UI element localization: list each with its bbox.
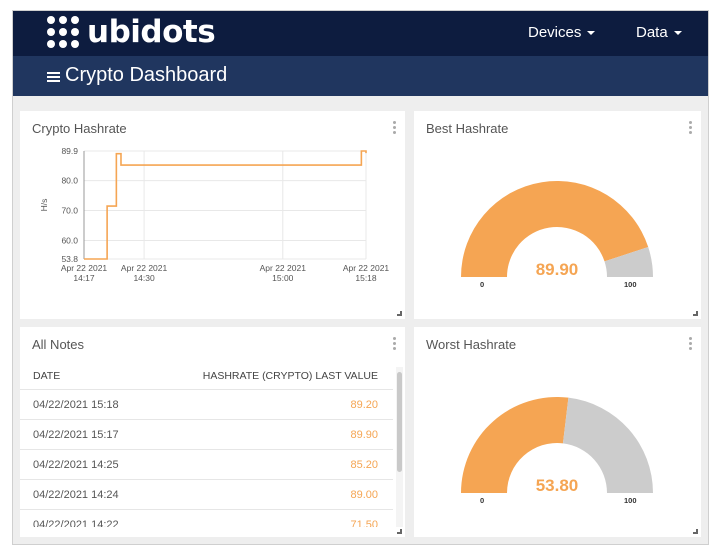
row-value: 71.50	[350, 519, 378, 527]
best-hashrate-widget: Best Hashrate 89.90 0 100	[414, 111, 701, 319]
x-tick-label: Apr 22 2021 14:17	[61, 263, 108, 283]
gauge-max-label: 100	[624, 496, 637, 505]
y-tick-label: 53.8	[61, 254, 78, 264]
widget-options-icon[interactable]	[689, 337, 693, 350]
logo-dots-icon	[47, 16, 79, 48]
table-row: 04/22/2021 14:25 85.20	[20, 450, 393, 480]
widget-title: Best Hashrate	[426, 121, 509, 136]
hashrate-series-line	[84, 150, 367, 260]
app-window: ubidots Devices Data Crypto Dashboard Cr…	[12, 10, 709, 545]
row-value: 89.00	[350, 489, 378, 501]
row-date: 04/22/2021 15:17	[33, 429, 119, 441]
widget-title: All Notes	[32, 337, 85, 352]
caret-down-icon	[587, 30, 596, 35]
column-header-date[interactable]: DATE	[33, 370, 61, 382]
gauge-value: 53.80	[535, 476, 579, 495]
y-axis-label: H/s	[39, 199, 49, 212]
gauge-min-label: 0	[480, 280, 485, 289]
y-tick-label: 80.0	[61, 176, 78, 186]
gauge-min-label: 0	[480, 496, 485, 505]
resize-handle-icon[interactable]	[397, 529, 402, 534]
hashrate-chart-widget: Crypto Hashrate 89.9 80.0 70.0 60.0 53.8 H/s A…	[20, 111, 405, 319]
notes-table-body: 04/22/2021 15:18 89.20 04/22/2021 15:17 …	[20, 390, 393, 527]
table-row: 04/22/2021 14:24 89.00	[20, 480, 393, 510]
ubidots-logo[interactable]: ubidots	[47, 14, 216, 50]
gauge-value-arc	[461, 397, 569, 493]
widget-title: Worst Hashrate	[426, 337, 517, 352]
data-menu-label: Data	[636, 24, 668, 41]
gauge-track-arc	[562, 397, 653, 493]
gauge-track-arc	[604, 247, 653, 277]
top-navbar: ubidots Devices Data	[13, 11, 708, 56]
y-tick-label: 60.0	[61, 235, 78, 245]
devices-menu[interactable]: Devices	[528, 24, 596, 41]
y-tick-label: 70.0	[61, 206, 78, 216]
notes-table-header: DATE HASHRATE (CRYPTO) LAST VALUE	[20, 367, 393, 390]
widget-options-icon[interactable]	[393, 337, 397, 350]
hamburger-menu-icon[interactable]	[47, 72, 60, 82]
row-value: 89.90	[350, 429, 378, 441]
resize-handle-icon[interactable]	[693, 529, 698, 534]
table-row: 04/22/2021 14:22 71.50	[20, 510, 393, 527]
x-tick-label: Apr 22 2021 15:18	[343, 263, 390, 283]
row-value: 89.20	[350, 399, 378, 411]
row-date: 04/22/2021 14:22	[33, 519, 119, 527]
worst-hashrate-gauge	[461, 397, 653, 493]
y-tick-label: 89.9	[61, 146, 78, 156]
logo-text: ubidots	[87, 14, 216, 50]
row-date: 04/22/2021 14:25	[33, 459, 119, 471]
gauge-max-label: 100	[624, 280, 637, 289]
caret-down-icon	[673, 30, 682, 35]
best-hashrate-gauge	[461, 181, 653, 277]
gauge-value: 89.90	[535, 260, 579, 279]
widget-title: Crypto Hashrate	[32, 121, 127, 136]
widget-options-icon[interactable]	[689, 121, 693, 134]
hashrate-line-chart: 89.9 80.0 70.0 60.0 53.8 H/s Apr 22 2021 14:17 A…	[39, 146, 390, 283]
resize-handle-icon[interactable]	[693, 311, 698, 316]
devices-menu-label: Devices	[528, 24, 582, 41]
data-menu[interactable]: Data	[636, 24, 682, 41]
notes-scrollbar-thumb[interactable]	[397, 372, 402, 472]
dashboard-titlebar: Crypto Dashboard	[13, 56, 708, 96]
dashboard-title[interactable]: Crypto Dashboard	[65, 64, 228, 86]
x-tick-label: Apr 22 2021 14:30	[121, 263, 168, 283]
resize-handle-icon[interactable]	[397, 311, 402, 316]
table-row: 04/22/2021 15:18 89.20	[20, 390, 393, 420]
table-row: 04/22/2021 15:17 89.90	[20, 420, 393, 450]
column-header-value[interactable]: HASHRATE (CRYPTO) LAST VALUE	[202, 370, 378, 382]
x-tick-label: Apr 22 2021 15:00	[260, 263, 307, 283]
gauge-value-arc	[461, 181, 649, 277]
row-date: 04/22/2021 14:24	[33, 489, 119, 501]
widget-options-icon[interactable]	[393, 121, 397, 134]
all-notes-widget: All Notes DATE HASHRATE (CRYPTO) LAST VA…	[20, 327, 405, 537]
row-value: 85.20	[350, 459, 378, 471]
worst-hashrate-widget: Worst Hashrate 53.80 0 100	[414, 327, 701, 537]
row-date: 04/22/2021 15:18	[33, 399, 119, 411]
